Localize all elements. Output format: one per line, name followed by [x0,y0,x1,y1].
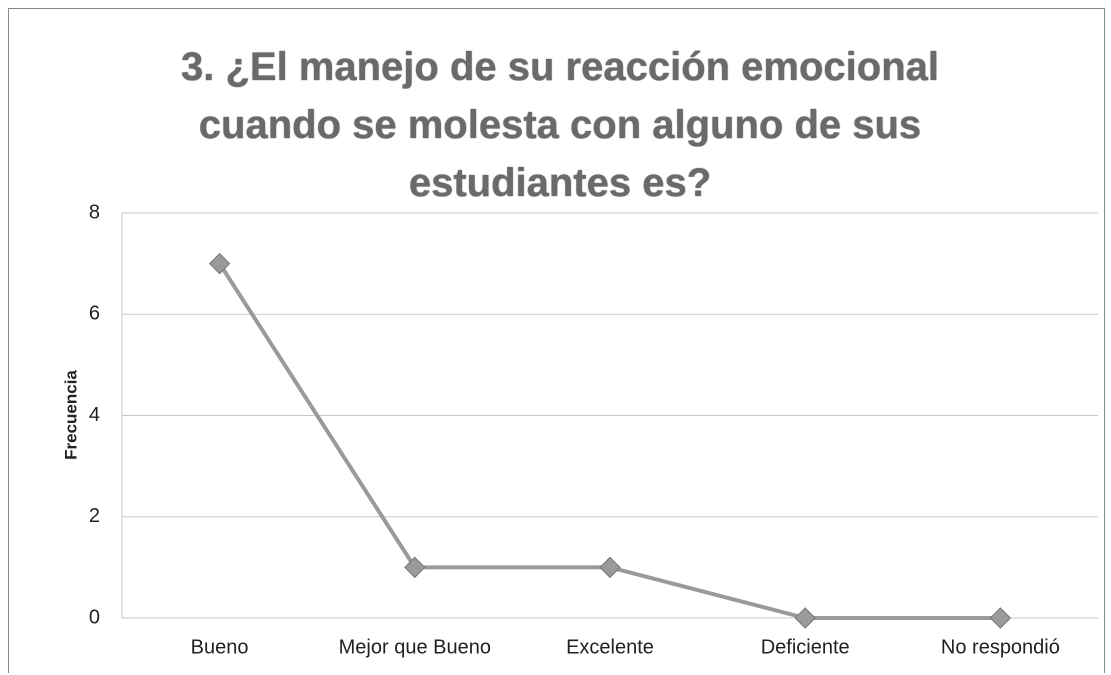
data-point [794,607,816,629]
x-tick-label: Excelente [566,636,654,658]
x-tick-label: Mejor que Bueno [339,636,491,658]
data-point [404,556,426,579]
chart-frame [8,8,1105,673]
data-point [208,252,231,275]
x-tick-label: Deficiente [761,636,850,658]
x-tick-label: No respondió [941,636,1060,658]
data-point [989,607,1012,629]
y-tick-label: 0 [89,606,100,628]
y-tick-label: 6 [89,303,100,325]
x-tick-label: Bueno [191,636,249,658]
y-axis-label: Frecuencia [61,370,80,460]
data-point [599,556,621,579]
y-tick-label: 8 [89,201,100,223]
y-tick-label: 2 [89,505,100,527]
y-tick-label: 4 [89,404,100,426]
chart-title: 3. ¿El manejo de su reacción emocional c… [180,45,940,205]
